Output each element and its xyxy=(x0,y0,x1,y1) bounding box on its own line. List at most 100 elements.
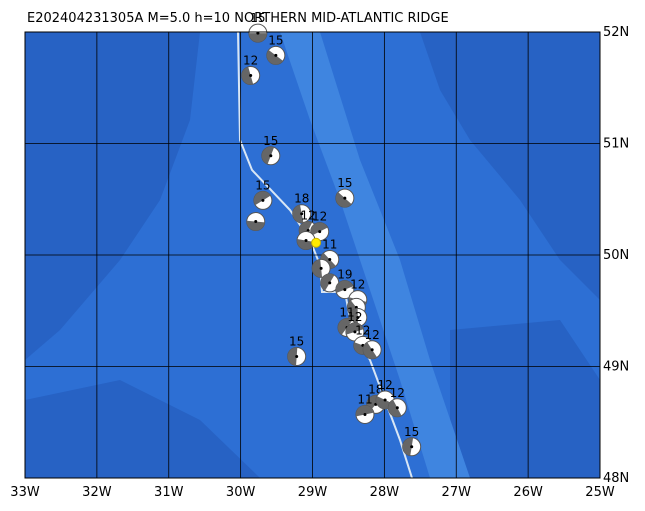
beachball-dark xyxy=(335,280,354,293)
depth-label: 12 xyxy=(350,278,365,292)
focal-mechanism xyxy=(335,188,355,208)
beachball-center xyxy=(356,315,360,319)
focal-mechanism xyxy=(287,346,307,366)
depth-label: 11 xyxy=(322,237,337,251)
focal-mechanism xyxy=(387,398,407,418)
lat-label: 50N xyxy=(603,248,629,263)
lat-label: 49N xyxy=(603,360,629,375)
beachball-dark xyxy=(248,33,267,43)
focal-mechanism xyxy=(345,322,365,342)
beachball-dark xyxy=(402,437,414,456)
depth-label: 18 xyxy=(294,192,309,206)
beachball-center xyxy=(304,239,308,243)
beachball-dark xyxy=(335,192,352,208)
beachball-center xyxy=(261,198,265,202)
beachball-dark xyxy=(345,322,364,335)
beachball-center xyxy=(343,288,347,292)
beachball-center xyxy=(343,196,347,200)
depth-label: 12 xyxy=(390,386,405,400)
beachball-center xyxy=(269,154,273,158)
beachball-center xyxy=(249,73,253,77)
beachball-dark xyxy=(292,204,304,223)
beachball-center xyxy=(363,412,367,416)
depth-label: 12 xyxy=(365,328,380,342)
focal-mechanism xyxy=(362,340,382,360)
lat-label: 51N xyxy=(603,137,629,152)
lon-label: 29W xyxy=(298,485,328,500)
lon-label: 30W xyxy=(226,485,256,500)
depth-label: 15 xyxy=(250,11,265,25)
lat-label: 52N xyxy=(603,25,629,40)
focal-mechanism xyxy=(241,65,261,85)
beachball-center xyxy=(254,220,258,224)
depth-label: 15 xyxy=(289,334,304,348)
focal-mechanism xyxy=(335,280,355,300)
depth-label: 15 xyxy=(337,176,352,190)
focal-mechanism xyxy=(292,204,312,224)
beachball-center xyxy=(395,406,399,410)
map-title: E202404231305A M=5.0 h=10 NORTHERN MID-A… xyxy=(27,11,449,26)
focal-mechanism xyxy=(246,212,266,232)
lon-label: 28W xyxy=(370,485,400,500)
beachball-dark xyxy=(241,66,254,85)
beachball-dark xyxy=(266,49,284,65)
depth-label: 12 xyxy=(243,53,258,67)
depth-label: 15 xyxy=(255,178,270,192)
epicenter xyxy=(311,237,322,248)
focal-mechanism xyxy=(248,23,268,43)
beachball-dark xyxy=(246,220,265,231)
beachball-center xyxy=(328,281,332,285)
focal-mechanism xyxy=(311,258,331,278)
focal-mechanism xyxy=(266,45,286,65)
beachball-dark xyxy=(310,222,328,236)
beachball-dark xyxy=(338,318,353,335)
focal-mechanism xyxy=(261,146,281,166)
beachball-center xyxy=(353,330,357,334)
depth-label: 15 xyxy=(263,134,278,148)
lon-label: 32W xyxy=(82,485,112,500)
focal-mechanism xyxy=(310,222,330,242)
beachball-dark xyxy=(253,191,271,206)
beachball-center xyxy=(328,257,332,261)
depth-label: 11 xyxy=(339,305,354,319)
lon-label: 26W xyxy=(513,485,543,500)
focal-mechanism xyxy=(355,404,375,424)
depth-label: 12 xyxy=(355,323,370,337)
lon-label: 27W xyxy=(442,485,472,500)
lon-label: 25W xyxy=(585,485,615,500)
beachball-center xyxy=(318,230,322,234)
beachball-center xyxy=(383,398,387,402)
beachball-dark xyxy=(320,273,335,291)
lon-label: 33W xyxy=(10,485,40,500)
depth-label: 19 xyxy=(337,268,352,282)
beachball-center xyxy=(410,445,414,449)
depth-label: 12 xyxy=(347,310,362,324)
beachball-center xyxy=(295,354,299,358)
beachball-center xyxy=(300,212,304,216)
map-frame xyxy=(24,31,601,479)
lon-label: 31W xyxy=(154,485,184,500)
beachball-dark xyxy=(355,405,374,417)
depth-label: 15 xyxy=(404,425,419,439)
depth-label: 12 xyxy=(301,208,316,222)
focal-mechanism xyxy=(320,273,340,293)
beachball-dark xyxy=(287,347,298,366)
beachball-dark xyxy=(312,259,323,278)
depth-label: 12 xyxy=(312,210,327,224)
beachball-center xyxy=(319,266,323,270)
focal-mechanism xyxy=(402,437,422,457)
focal-mechanism xyxy=(296,231,316,251)
beachball-dark xyxy=(363,342,378,359)
depth-label: 12 xyxy=(377,378,392,392)
focal-mechanism xyxy=(253,190,273,210)
beachball-dark xyxy=(388,399,402,417)
depth-label: 15 xyxy=(268,33,283,47)
beachball-center xyxy=(274,53,278,57)
beachball-center xyxy=(370,348,374,352)
bathymetry xyxy=(25,32,600,478)
beachball-dark xyxy=(297,238,315,250)
lat-label: 48N xyxy=(603,471,629,486)
depth-label: 11 xyxy=(357,392,372,406)
